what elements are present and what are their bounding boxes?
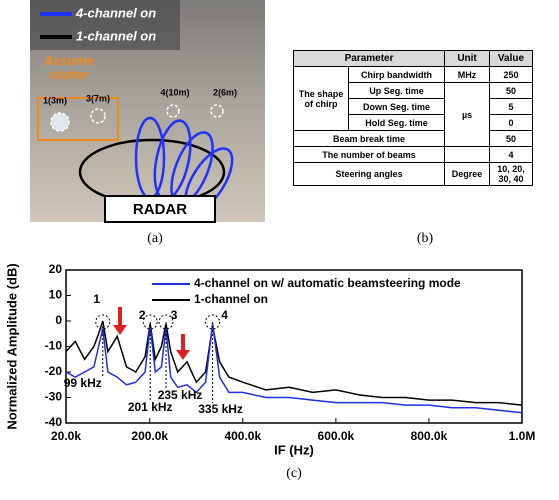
- cell: Steering angles: [292, 162, 446, 186]
- freq-label: 335 kHz: [198, 402, 243, 416]
- target-marker: [90, 108, 106, 124]
- header-cell: Unit: [444, 50, 490, 67]
- x-tick-label: 600.0k: [318, 429, 355, 443]
- cell: MHz: [444, 66, 490, 83]
- cell: Chirp bandwidth: [347, 66, 446, 83]
- target-label: 1(3m): [43, 95, 67, 105]
- cell: 5: [489, 98, 533, 115]
- freq-label: 99 kHz: [64, 376, 102, 390]
- x-axis-label: IF (Hz): [274, 442, 314, 457]
- freq-label: 201 kHz: [128, 400, 173, 414]
- y-tick-label: 0: [55, 313, 62, 327]
- chart: -40 -30 -20 -10 0 10 20 20.0k 200.0k 400.0k 600.0k…: [4, 262, 535, 481]
- x-tick-label: 800.0k: [411, 429, 448, 443]
- x-tick-label: 1.0M: [509, 429, 536, 443]
- x-tick-label: 200.0k: [131, 429, 168, 443]
- cell: 10, 20, 30, 40: [489, 162, 533, 186]
- peak-circle: [142, 314, 158, 330]
- clutter-note-box: Assume clutter: [43, 54, 95, 82]
- cell: 50: [489, 130, 533, 147]
- cell: µs: [444, 82, 490, 147]
- cell: Beam break time: [292, 130, 446, 147]
- cell: 250: [489, 66, 533, 83]
- y-tick-label: -10: [45, 339, 63, 353]
- x-tick-label: 400.0k: [224, 429, 261, 443]
- cell: Degree: [444, 162, 490, 186]
- x-tick-label: 20.0k: [51, 429, 81, 443]
- clutter-note: Assume clutter: [43, 54, 95, 82]
- y-tick-label: 20: [49, 262, 63, 276]
- cell: 0: [489, 114, 533, 131]
- target-marker: [210, 104, 224, 118]
- legend-box: [30, 0, 180, 50]
- caption: (c): [286, 466, 302, 481]
- y-axis-label: Normalized Amplitude (dB): [4, 263, 19, 429]
- cell: Down Seg. time: [347, 98, 446, 115]
- series-line: [65, 320, 523, 406]
- target-label: 4(10m): [160, 87, 189, 97]
- legend-text: 4-channel on: [75, 5, 156, 20]
- y-tick-label: 10: [49, 288, 63, 302]
- peak-label: 2: [139, 308, 146, 322]
- target-label: 3(7m): [86, 93, 110, 103]
- legend-text: 1-channel on: [76, 28, 156, 43]
- y-tick-label: -40: [45, 415, 63, 429]
- cell: The number of beams: [292, 146, 446, 163]
- peak-label: 1: [93, 292, 100, 306]
- cell: [444, 146, 490, 163]
- parameter-table: Parameter Unit Value The shape of chirp Chi…: [292, 50, 533, 186]
- y-tick-label: -20: [45, 364, 63, 378]
- header-cell: Parameter: [292, 50, 446, 67]
- caption: (b): [417, 231, 434, 246]
- y-tick-label: -30: [45, 390, 63, 404]
- peak-circle: [205, 314, 221, 330]
- caption: (a): [147, 231, 163, 246]
- cell: Up Seg. time: [347, 82, 446, 99]
- freq-label: 235 kHz: [158, 388, 203, 402]
- peak-circle: [95, 314, 111, 330]
- group-cell: The shape of chirp: [293, 66, 349, 131]
- series-line: [65, 323, 523, 414]
- peak-label: 4: [221, 308, 228, 322]
- photo-panel: 4-channel on 1-channel on Assume clutter…: [30, 0, 265, 223]
- peak-circle: [158, 314, 174, 330]
- target-label: 2(6m): [213, 87, 237, 97]
- clutter-box: [37, 97, 119, 141]
- clutter-arrow-head: [113, 325, 127, 335]
- target-marker: [50, 112, 70, 132]
- cell: 4: [489, 146, 533, 163]
- header-cell: Value: [489, 50, 533, 67]
- radar-box: [104, 195, 216, 223]
- radar-label: RADAR: [133, 201, 187, 218]
- cell: Hold Seg. time: [347, 114, 446, 131]
- legend-text: 4-channel on w/ automatic beamsteering m…: [194, 276, 461, 290]
- clutter-arrow-head: [176, 350, 190, 360]
- target-marker: [166, 104, 180, 118]
- cell: 50: [489, 82, 533, 99]
- legend-text: 1-channel on: [194, 292, 268, 306]
- peak-label: 3: [171, 308, 178, 322]
